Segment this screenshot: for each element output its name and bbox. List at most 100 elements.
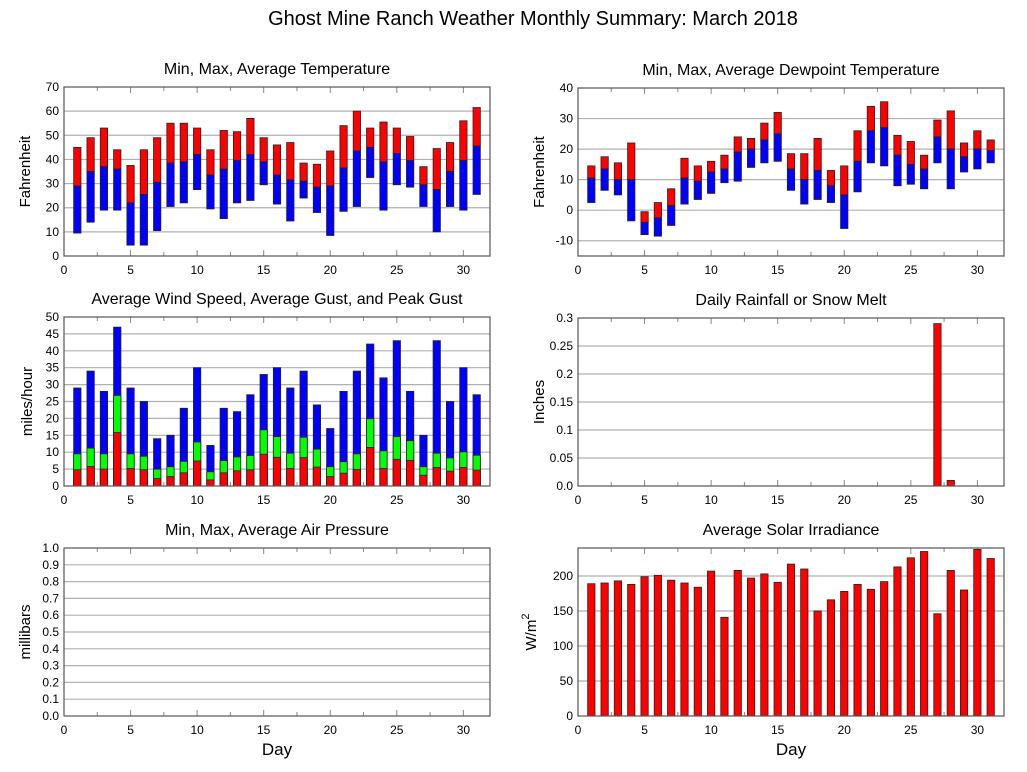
bar-max-segment [272, 144, 282, 176]
bar-average-wind-speed [446, 470, 455, 487]
bar-min-segment [446, 171, 455, 207]
bar-min-segment [366, 146, 375, 178]
bar-max-segment [392, 127, 401, 154]
bar-max-segment [906, 141, 915, 165]
x-axis-label: Day [776, 740, 807, 759]
plot-frame [63, 86, 491, 257]
bar-average-wind-speed [392, 458, 401, 487]
x-tick-label: 20 [324, 493, 338, 507]
bar [853, 584, 862, 717]
x-tick-label: 0 [61, 493, 68, 507]
bar-min-segment [933, 136, 942, 164]
bar-min-segment [419, 184, 428, 207]
bar-max-segment [946, 110, 955, 150]
y-tick-label: 0 [566, 203, 573, 217]
bar [946, 479, 955, 487]
bar [640, 576, 649, 717]
bar-max-segment [693, 165, 702, 182]
x-tick-label: 10 [704, 723, 718, 737]
bar-max-segment [600, 156, 609, 170]
x-tick-label: 5 [127, 263, 134, 277]
bar-min-segment [707, 171, 716, 194]
bar-average-wind-speed [259, 453, 268, 487]
bar-min-segment [840, 194, 849, 229]
y-tick-label: 0.7 [42, 591, 59, 605]
bar-max-segment [312, 163, 321, 188]
bar-min-segment [587, 177, 596, 203]
main-title: Ghost Mine Ranch Weather Monthly Summary… [268, 8, 798, 30]
bar-max-segment [472, 107, 481, 147]
y-tick-label: 50 [46, 128, 60, 142]
bar-max-segment [153, 137, 162, 183]
bar-max-segment [459, 120, 468, 162]
y-tick-label: 0.0 [556, 479, 573, 493]
bar-average-wind-speed [179, 472, 188, 487]
x-tick-label: 10 [704, 263, 718, 277]
plot-frame [63, 547, 491, 717]
bar-max-segment [432, 148, 441, 191]
plot-frame [577, 87, 1005, 257]
bar-min-segment [139, 194, 148, 246]
y-tick-label: 30 [560, 112, 574, 126]
bar-min-segment [893, 154, 902, 187]
bar-min-segment [786, 168, 796, 191]
bar-average-wind-speed [326, 476, 335, 487]
bar-average-wind-speed [432, 467, 441, 487]
y-tick-label: 15 [46, 428, 60, 442]
x-tick-label: 25 [904, 493, 918, 507]
y-tick-label: 45 [46, 327, 60, 341]
y-tick-label: 30 [46, 378, 60, 392]
bar-max-segment [352, 110, 361, 152]
bar-max-segment [893, 134, 902, 156]
x-tick-label: 30 [457, 493, 471, 507]
chart-title: Average Wind Speed, Average Gust, and Pe… [91, 291, 463, 308]
y-axis-label: Inches [531, 380, 548, 424]
y-tick-label: 50 [46, 310, 60, 324]
bar-average-wind-speed [286, 468, 295, 487]
bar-min-segment [392, 152, 401, 186]
bar-max-segment [840, 165, 849, 196]
bar-average-wind-speed [299, 457, 308, 487]
y-tick-label: 150 [553, 604, 573, 618]
bar-min-segment [193, 154, 202, 191]
y-tick-label: 200 [553, 569, 573, 583]
bar-max-segment [786, 153, 796, 170]
bar-max-segment [233, 131, 242, 162]
y-tick-label: -10 [556, 234, 574, 248]
bar-min-segment [459, 160, 468, 211]
x-tick-label: 30 [971, 723, 985, 737]
bar-max-segment [379, 121, 388, 163]
bar-max-segment [126, 165, 135, 204]
bar [906, 557, 915, 717]
y-tick-label: 10 [46, 445, 60, 459]
bar-min-segment [653, 217, 662, 237]
bar-max-segment [419, 166, 428, 186]
bar-max-segment [920, 154, 929, 170]
bar-average-wind-speed [193, 460, 202, 487]
bar-max-segment [206, 149, 215, 176]
x-tick-label: 0 [575, 493, 582, 507]
bar-max-segment [800, 153, 809, 181]
y-tick-label: 70 [46, 80, 60, 94]
bar-min-segment [126, 202, 135, 246]
chart-title: Min, Max, Average Dewpoint Temperature [642, 62, 939, 79]
bar-max-segment [299, 162, 308, 182]
bar-average-wind-speed [153, 478, 162, 487]
bar-max-segment [866, 105, 875, 132]
x-tick-label: 20 [324, 263, 338, 277]
y-tick-label: 0.3 [556, 311, 573, 325]
dewpoint-chart: -10 0 10 20 30 40 0 5 10 15 20 25 30 Min, Max, Averag… [531, 62, 1005, 277]
bar-min-segment [339, 167, 348, 212]
chart-title: Min, Max, Average Air Pressure [165, 522, 389, 539]
bar-average-wind-speed [459, 467, 468, 487]
x-axis-label: Day [262, 740, 293, 759]
bar [773, 581, 782, 717]
y-tick-label: 20 [46, 411, 60, 425]
bar [693, 586, 702, 717]
bar-min-segment [432, 189, 441, 233]
bar [760, 573, 769, 717]
x-tick-label: 10 [190, 493, 204, 507]
bar-min-segment [800, 179, 809, 205]
bar-max-segment [627, 142, 636, 181]
bar-max-segment [139, 149, 148, 195]
